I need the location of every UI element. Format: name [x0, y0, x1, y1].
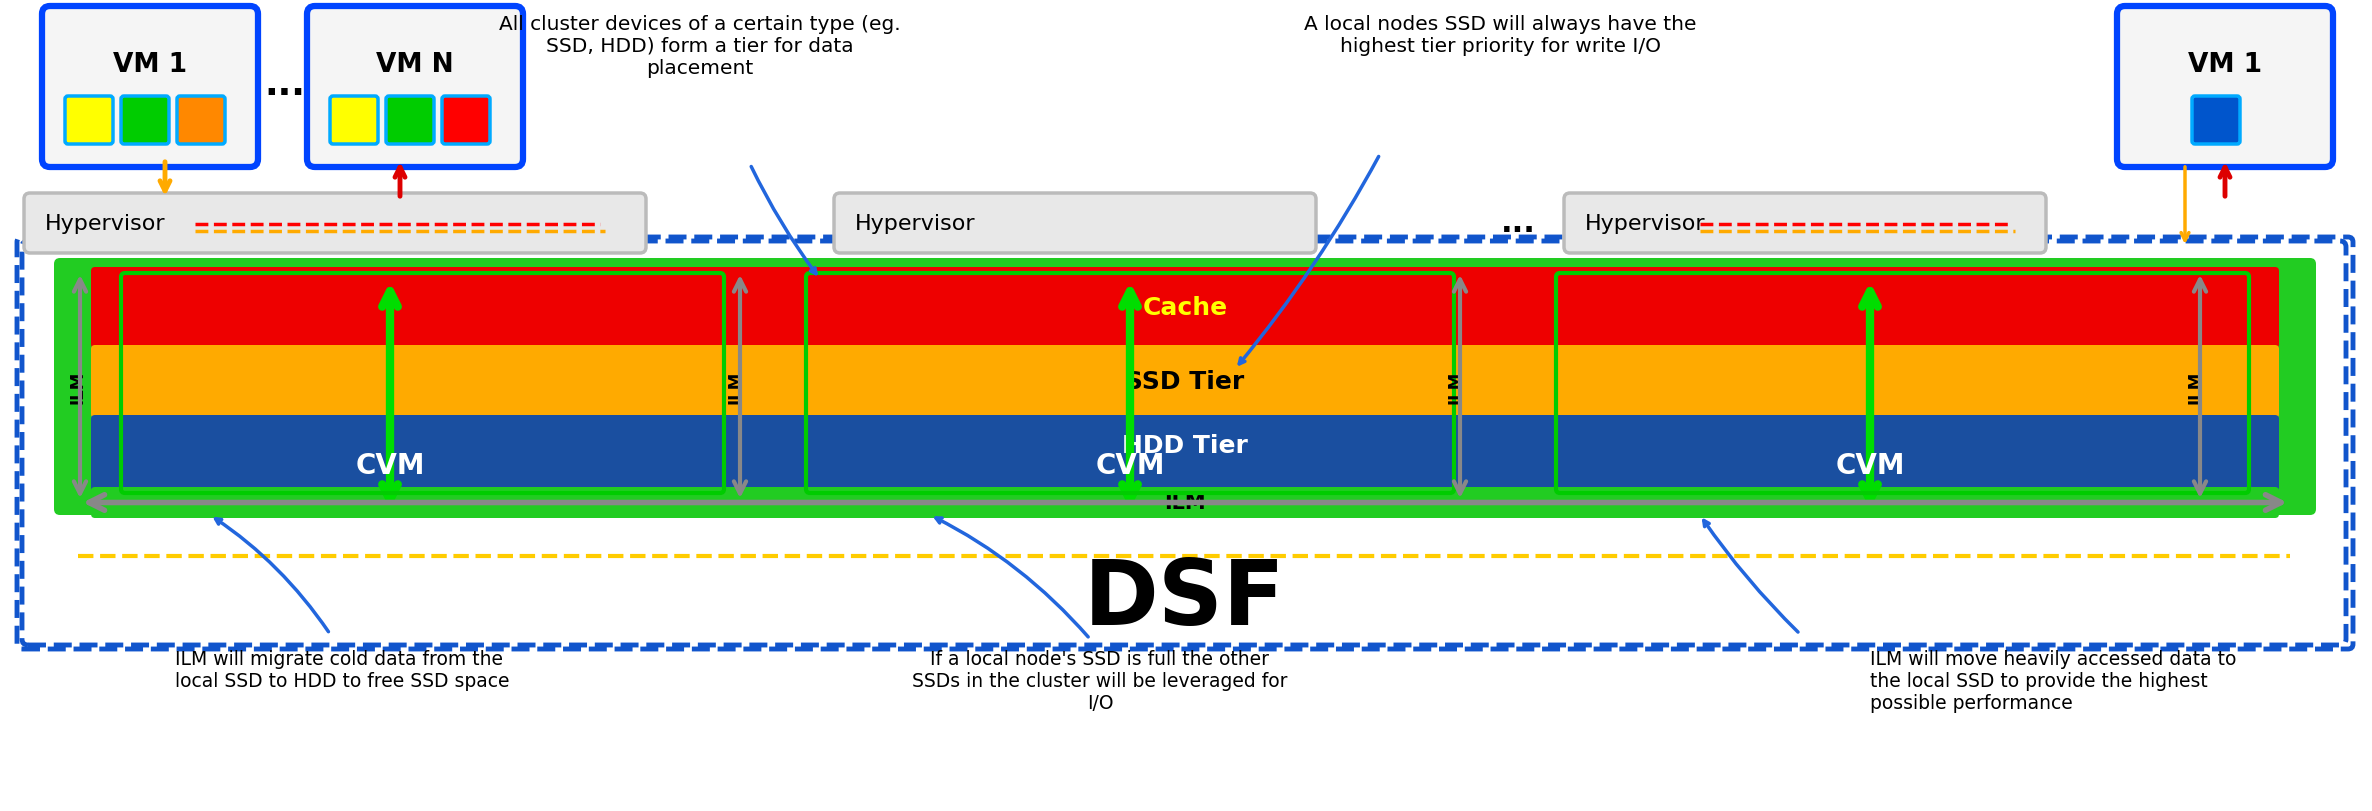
Text: ILM: ILM: [69, 371, 88, 404]
FancyBboxPatch shape: [90, 415, 2279, 491]
Text: If a local node's SSD is full the other
SSDs in the cluster will be leveraged fo: If a local node's SSD is full the other …: [913, 649, 1288, 712]
Text: Hypervisor: Hypervisor: [45, 214, 166, 234]
Text: ILM will migrate cold data from the
local SSD to HDD to free SSD space: ILM will migrate cold data from the loca…: [176, 649, 510, 690]
Text: All cluster devices of a certain type (eg.
SSD, HDD) form a tier for data
placem: All cluster devices of a certain type (e…: [498, 15, 901, 78]
FancyBboxPatch shape: [90, 487, 2279, 518]
Text: CVM: CVM: [1836, 452, 1905, 479]
Text: ILM: ILM: [1447, 371, 1464, 404]
Text: VM N: VM N: [377, 52, 453, 78]
FancyBboxPatch shape: [90, 345, 2279, 418]
Text: SSD Tier: SSD Tier: [1124, 370, 1245, 394]
Text: CVM: CVM: [356, 452, 425, 479]
Text: A local nodes SSD will always have the
highest tier priority for write I/O: A local nodes SSD will always have the h…: [1305, 15, 1696, 56]
FancyBboxPatch shape: [43, 7, 259, 168]
FancyBboxPatch shape: [306, 7, 522, 168]
Text: ILM: ILM: [1165, 493, 1205, 513]
FancyBboxPatch shape: [1563, 194, 2047, 254]
Text: HDD Tier: HDD Tier: [1122, 433, 1248, 457]
FancyBboxPatch shape: [2116, 7, 2334, 168]
Text: ...: ...: [266, 68, 306, 102]
Text: Hypervisor: Hypervisor: [1584, 214, 1705, 234]
Text: Cache: Cache: [1143, 296, 1229, 320]
FancyBboxPatch shape: [835, 194, 1316, 254]
Text: ILM: ILM: [2187, 371, 2204, 404]
Text: Hypervisor: Hypervisor: [854, 214, 975, 234]
Text: CVM: CVM: [1096, 452, 1165, 479]
Text: DSF: DSF: [1084, 556, 1286, 643]
Text: ...: ...: [1501, 209, 1535, 238]
FancyBboxPatch shape: [178, 97, 225, 145]
Text: VM 1: VM 1: [2187, 52, 2263, 78]
FancyBboxPatch shape: [24, 194, 645, 254]
FancyBboxPatch shape: [121, 97, 168, 145]
Text: ILM will move heavily accessed data to
the local SSD to provide the highest
poss: ILM will move heavily accessed data to t…: [1869, 649, 2237, 712]
FancyBboxPatch shape: [2192, 97, 2239, 145]
FancyBboxPatch shape: [330, 97, 377, 145]
FancyBboxPatch shape: [64, 97, 114, 145]
Text: VM 1: VM 1: [114, 52, 187, 78]
FancyBboxPatch shape: [90, 268, 2279, 349]
FancyBboxPatch shape: [387, 97, 434, 145]
FancyBboxPatch shape: [55, 259, 2315, 515]
FancyBboxPatch shape: [441, 97, 491, 145]
Text: ILM: ILM: [726, 371, 745, 404]
